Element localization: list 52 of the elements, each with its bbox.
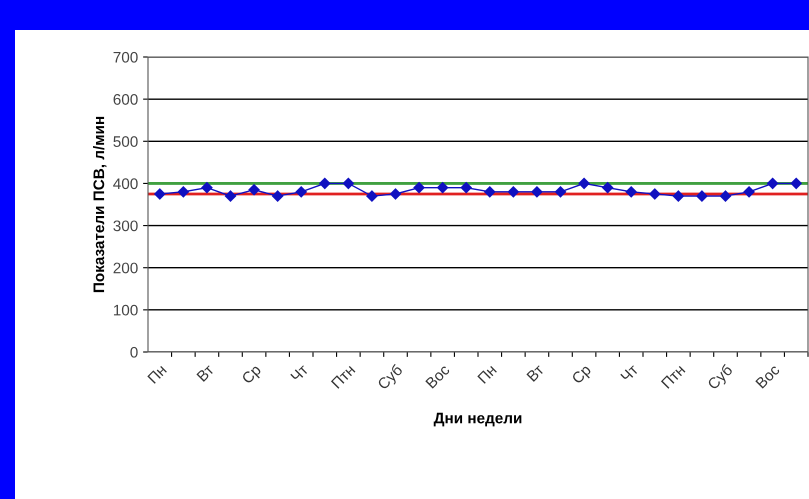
point <box>531 186 543 198</box>
y-tick-label: 700 <box>114 52 138 63</box>
y-tick-label: 0 <box>130 346 138 358</box>
point <box>413 182 425 194</box>
point <box>224 190 236 202</box>
x-tick-label: Вос <box>425 364 450 389</box>
point <box>484 186 496 198</box>
point <box>460 182 472 194</box>
point <box>342 178 354 190</box>
y-tick-label: 100 <box>114 304 138 316</box>
point <box>296 186 307 198</box>
x-tick-label: Суб <box>376 364 406 392</box>
y-tick-label: 200 <box>114 262 138 274</box>
x-tick-label: Вт <box>526 364 545 382</box>
x-tick-label: Вт <box>196 364 215 382</box>
point <box>578 178 590 190</box>
point <box>319 178 330 190</box>
y-axis-title: Показатели ПСВ, л/мин <box>92 116 106 292</box>
point <box>437 182 448 194</box>
point <box>672 190 684 202</box>
point <box>154 188 166 200</box>
point <box>767 178 778 190</box>
x-tick-label: Вос <box>755 364 780 389</box>
point <box>248 184 260 196</box>
x-tick-label: Пн <box>147 364 167 384</box>
x-tick-label: Птн <box>330 364 356 389</box>
y-tick-label: 500 <box>113 136 138 147</box>
x-tick-label: Птн <box>660 364 686 389</box>
point <box>602 182 614 194</box>
point <box>743 186 755 198</box>
point <box>508 186 519 198</box>
point <box>390 188 402 200</box>
x-tick-label: Ср <box>241 364 264 386</box>
point <box>649 188 660 200</box>
y-tick-label: 400 <box>113 178 138 190</box>
point <box>366 190 378 202</box>
x-axis-title: Дни недели <box>434 412 522 426</box>
point <box>626 186 637 198</box>
point <box>201 182 213 194</box>
x-tick-label: Ср <box>571 364 594 386</box>
x-tick-label: Чт <box>620 364 639 382</box>
x-tick-label: Чт <box>290 364 309 382</box>
point <box>178 186 189 198</box>
point <box>554 186 566 198</box>
y-tick-label: 300 <box>113 220 138 232</box>
point <box>790 178 802 190</box>
y-tick-label: 600 <box>114 94 138 105</box>
point <box>696 190 708 202</box>
point <box>272 190 284 202</box>
x-tick-label: Пн <box>477 364 497 384</box>
x-tick-label: Суб <box>706 364 736 392</box>
point <box>720 190 732 202</box>
